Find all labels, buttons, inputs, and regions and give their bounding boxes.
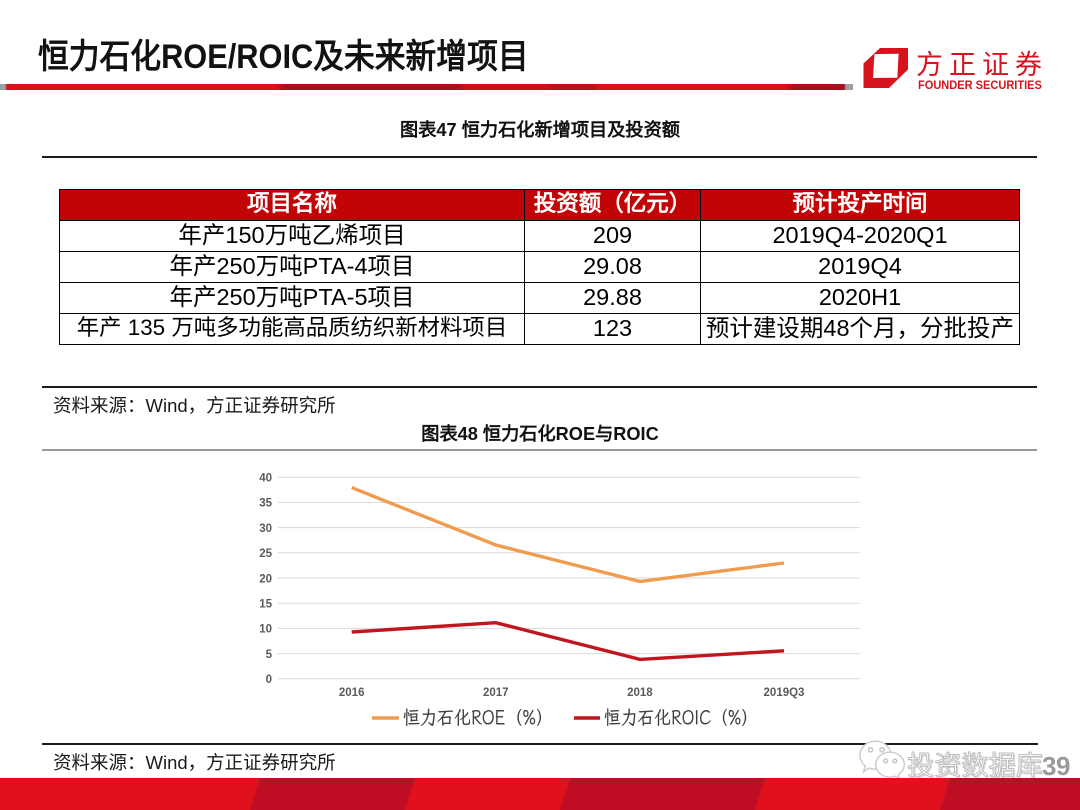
svg-text:40: 40 [259,473,272,485]
svg-text:15: 15 [259,599,272,611]
svg-text:恒力石化ROE（%）: 恒力石化ROE（%） [403,705,553,730]
svg-text:25: 25 [259,548,272,560]
svg-text:恒力石化ROIC（%）: 恒力石化ROIC（%） [604,705,758,730]
svg-text:30: 30 [259,523,272,535]
svg-text:20: 20 [259,573,272,585]
svg-text:35: 35 [259,498,272,510]
svg-text:10: 10 [259,624,272,636]
svg-text:2018: 2018 [627,687,653,699]
svg-text:2017: 2017 [483,687,509,699]
svg-text:2019Q3: 2019Q3 [764,687,805,699]
svg-text:5: 5 [266,649,273,661]
svg-text:0: 0 [266,674,272,686]
svg-text:2016: 2016 [339,687,365,699]
